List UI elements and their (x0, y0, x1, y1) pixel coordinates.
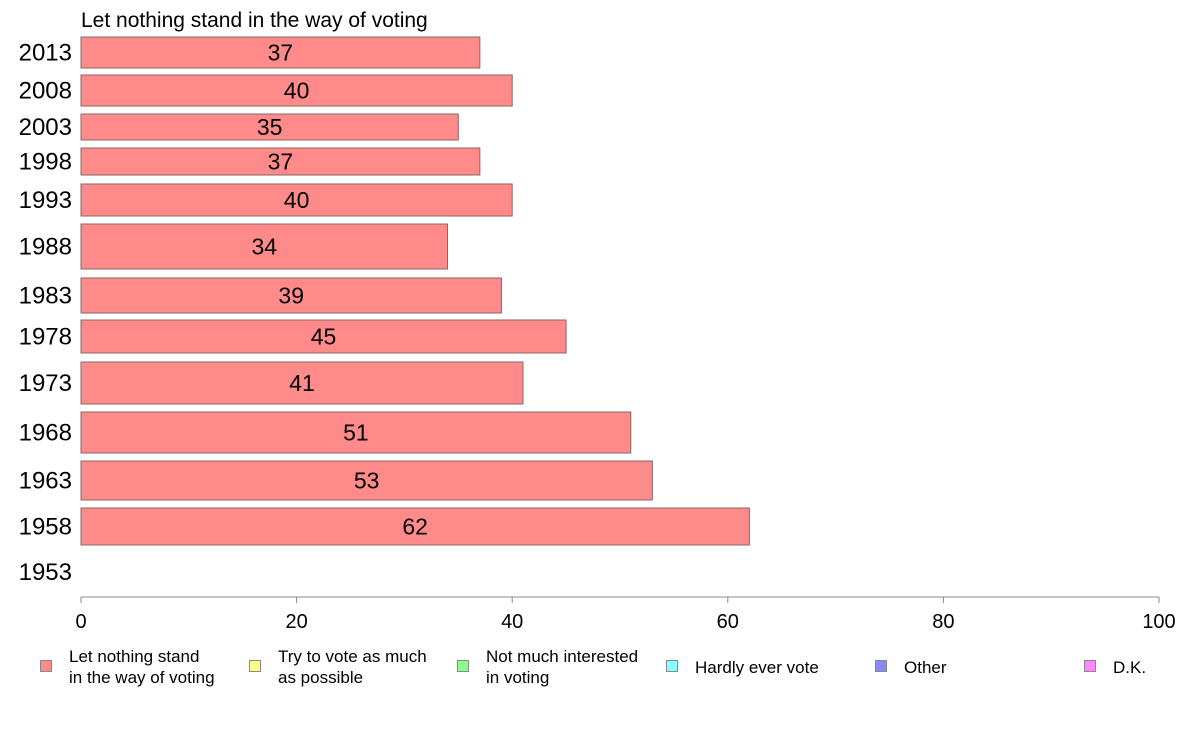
bar-chart: Let nothing stand in the way of voting 2… (19, 9, 1176, 633)
chart-title: Let nothing stand in the way of voting (81, 9, 428, 32)
legend-swatch (875, 660, 887, 672)
bars: 2013 37 2008 40 2003 35 1998 37 1993 40 1988 34 1983… (19, 36, 750, 586)
legend-swatch (666, 660, 678, 672)
bar (80, 113, 459, 141)
legend-label: Not much interested in voting (486, 647, 639, 687)
bar (80, 223, 449, 270)
bar (80, 411, 632, 454)
legend-swatch (40, 660, 52, 672)
legend: Let nothing stand in the way of voting Tr… (0, 646, 1188, 696)
data-label: 51 (343, 420, 369, 446)
category-label: 1958 (19, 514, 72, 541)
bar (80, 507, 750, 546)
category-label: 1978 (19, 324, 72, 351)
category-label: 1953 (19, 559, 72, 586)
bar (80, 361, 524, 405)
data-label: 53 (354, 468, 380, 494)
legend-label: Hardly ever vote (695, 658, 819, 677)
bar (80, 319, 567, 354)
x-tick-label: 100 (1142, 611, 1175, 633)
data-label: 40 (284, 187, 310, 213)
bar (80, 147, 481, 176)
legend-label: Try to vote as much as possible (278, 647, 427, 687)
x-tick-label: 20 (285, 611, 307, 633)
bar (80, 183, 513, 217)
legend-item: Not much interested in voting (457, 646, 638, 688)
bar (80, 74, 513, 107)
x-tick-label: 80 (932, 611, 954, 633)
data-label: 39 (278, 283, 304, 309)
category-label: 1993 (19, 187, 72, 214)
data-label: 35 (257, 114, 283, 140)
category-label: 1968 (19, 420, 72, 447)
data-label: 40 (284, 78, 310, 104)
data-label: 45 (311, 324, 337, 350)
legend-item: D.K. (1084, 657, 1146, 678)
category-label: 2008 (19, 78, 72, 105)
category-label: 1963 (19, 468, 72, 495)
x-tick-label: 0 (75, 611, 86, 633)
bar (80, 460, 653, 501)
category-label: 1988 (19, 234, 72, 261)
category-label: 1983 (19, 283, 72, 310)
legend-swatch (1084, 660, 1096, 672)
legend-label: Other (904, 658, 947, 677)
category-label: 1998 (19, 149, 72, 176)
category-label: 1973 (19, 370, 72, 397)
x-tick-label: 40 (501, 611, 523, 633)
legend-swatch (457, 660, 469, 672)
category-label: 2013 (19, 40, 72, 67)
data-label: 34 (251, 234, 277, 260)
data-label: 41 (289, 370, 315, 396)
data-label: 37 (268, 40, 294, 66)
bar (80, 36, 481, 69)
category-label: 2003 (19, 114, 72, 141)
x-tick-label: 60 (717, 611, 739, 633)
bar (80, 277, 502, 314)
legend-item: Hardly ever vote (666, 657, 819, 678)
legend-label: Let nothing stand in the way of voting (69, 647, 215, 687)
legend-label: D.K. (1113, 658, 1147, 677)
legend-swatch (249, 660, 261, 672)
legend-item: Let nothing stand in the way of voting (40, 646, 215, 688)
legend-item: Other (875, 657, 947, 678)
legend-item: Try to vote as much as possible (249, 646, 427, 688)
x-axis: 0 20 40 60 80 100 (75, 596, 1176, 633)
data-label: 37 (268, 149, 294, 175)
data-label: 62 (402, 514, 428, 540)
